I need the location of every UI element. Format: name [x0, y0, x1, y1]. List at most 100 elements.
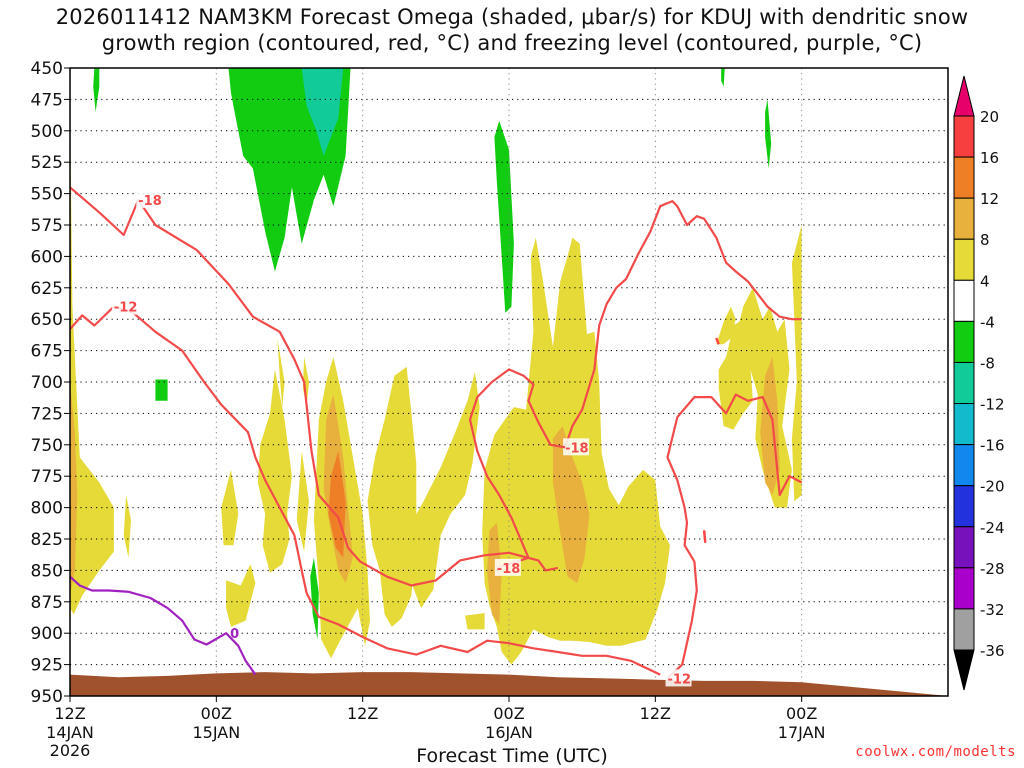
omega-shaded-region-4-8	[70, 105, 114, 615]
chart-title-line-1: 2026011412 NAM3KM Forecast Omega (shaded…	[55, 5, 969, 29]
y-tick-label: 475	[31, 90, 63, 110]
x-tick-label-year: 2026	[50, 741, 91, 760]
dgz-label-bg-4	[494, 558, 521, 576]
y-tick-label: 800	[31, 499, 63, 519]
chart-title-line-2: growth region (contoured, red, °C) and f…	[101, 31, 923, 55]
omega-shaded-region-4-9	[123, 495, 131, 558]
x-tick-label-date: 16JAN	[485, 723, 533, 742]
colorbar-swatch-1	[953, 156, 975, 199]
omega-shaded-region--8-7	[765, 99, 772, 169]
dgz-small-mark-0	[715, 337, 720, 345]
colorbar-label: 20	[980, 108, 999, 126]
dgz-contour-2	[666, 393, 803, 680]
x-tick-label-time: 12Z	[347, 704, 378, 723]
omega-shaded-region--8-3	[155, 379, 168, 401]
y-tick-label: 625	[31, 279, 63, 299]
omega-shaded-region-12-27	[328, 451, 346, 558]
colorbar-label: 8	[980, 231, 990, 249]
y-tick-label: 750	[31, 436, 63, 456]
dgz-contour-label-0: -18	[138, 194, 162, 209]
omega-shaded-region-4-15	[296, 451, 309, 552]
dgz-label-bg-3	[563, 438, 590, 456]
colorbar-swatch-4	[953, 279, 975, 322]
omega-shaded-region--8-5	[310, 557, 319, 640]
colorbar-swatch-5	[953, 320, 975, 363]
freezing-level-contour	[70, 575, 257, 676]
colorbar-swatch-3	[953, 238, 975, 281]
colorbar-label: 16	[980, 149, 999, 167]
omega-shaded-region-4-19	[465, 613, 485, 630]
omega-shaded-region-4-22	[716, 306, 736, 345]
x-tick-label-date: 15JAN	[192, 723, 240, 742]
x-tick-label-date: 14JAN	[46, 723, 94, 742]
dgz-contour-4	[468, 368, 566, 569]
colorbar-label: -12	[980, 396, 1005, 414]
y-tick-label: 650	[31, 310, 63, 330]
x-tick-label-time: 00Z	[786, 704, 817, 723]
dgz-contour-label-1: -12	[114, 301, 137, 316]
omega-shaded-region-4-12	[257, 369, 292, 573]
colorbar-label: -32	[980, 601, 1005, 619]
omega-shaded-region-4-24	[791, 225, 802, 502]
y-tick-label: 725	[31, 404, 63, 424]
omega-shaded-region--8-0	[93, 68, 100, 112]
dgz-small-mark-1	[702, 530, 707, 543]
y-tick-label: 875	[31, 593, 63, 613]
y-tick-label: 525	[31, 153, 63, 173]
colorbar-label: 4	[980, 272, 990, 290]
omega-shaded-region-4-10	[221, 469, 239, 546]
site-credit: coolwx.com/modelts	[855, 744, 1016, 760]
dgz-contour-0	[70, 186, 559, 587]
omega-shaded-region-4-11	[226, 564, 256, 627]
colorbar-swatch-2	[953, 197, 975, 240]
colorbar-swatch-9	[953, 485, 975, 528]
colorbar-bottom-arrow	[953, 649, 975, 691]
x-axis-title: Forecast Time (UTC)	[416, 745, 608, 767]
dgz-contour-3	[564, 200, 802, 448]
y-tick-label: 550	[31, 185, 63, 205]
y-tick-label: 950	[31, 687, 63, 707]
colorbar-label: -28	[980, 560, 1005, 578]
dgz-label-bg-2	[665, 669, 692, 687]
y-tick-label: 825	[31, 530, 63, 550]
y-tick-label: 700	[31, 373, 63, 393]
omega-shaded-region--8-4	[494, 120, 514, 313]
y-tick-label: 450	[31, 59, 63, 79]
colorbar-swatch-12	[953, 608, 975, 651]
colorbar-label: -4	[980, 313, 995, 331]
omega-shaded-region-4-18	[411, 372, 480, 609]
omega-shaded-region-4-13	[277, 338, 285, 408]
dgz-contour-1	[70, 305, 661, 676]
y-tick-label: 675	[31, 342, 63, 362]
x-tick-label-time: 12Z	[640, 704, 671, 723]
colorbar-swatch-6	[953, 361, 975, 405]
colorbar-label: 12	[980, 190, 999, 208]
colorbar-label: -16	[980, 437, 1005, 455]
y-tick-label: 900	[31, 624, 63, 644]
omega-shaded-region-8-28	[487, 522, 502, 625]
dgz-contour-label-2: -12	[668, 672, 692, 687]
omega-shaded-region-8-25	[70, 382, 78, 596]
omega-shaded-region--12-2	[301, 68, 344, 156]
dgz-label-bg-1	[111, 297, 138, 315]
freezing-level-label: 0	[230, 627, 239, 642]
colorbar-swatch-11	[953, 567, 975, 610]
x-tick-label-time: 00Z	[493, 704, 524, 723]
omega-shaded-region-8-30	[760, 356, 780, 495]
x-tick-label-time: 12Z	[54, 704, 85, 723]
colorbar-label: -36	[980, 642, 1005, 660]
colorbar-label: -24	[980, 519, 1005, 537]
y-tick-label: 575	[31, 216, 63, 236]
colorbar-label: -20	[980, 478, 1005, 496]
colorbar-swatch-8	[953, 444, 975, 487]
colorbar-swatch-7	[953, 403, 975, 446]
y-tick-label: 850	[31, 561, 63, 581]
colorbar-label: -8	[980, 354, 995, 372]
dgz-contour-label-4: -18	[497, 562, 521, 577]
dgz-label-bg-0	[136, 190, 163, 208]
omega-shaded-region-4-17	[367, 366, 417, 627]
terrain-surface	[70, 672, 948, 696]
colorbar-swatch-10	[953, 526, 975, 569]
y-tick-label: 600	[31, 247, 63, 267]
